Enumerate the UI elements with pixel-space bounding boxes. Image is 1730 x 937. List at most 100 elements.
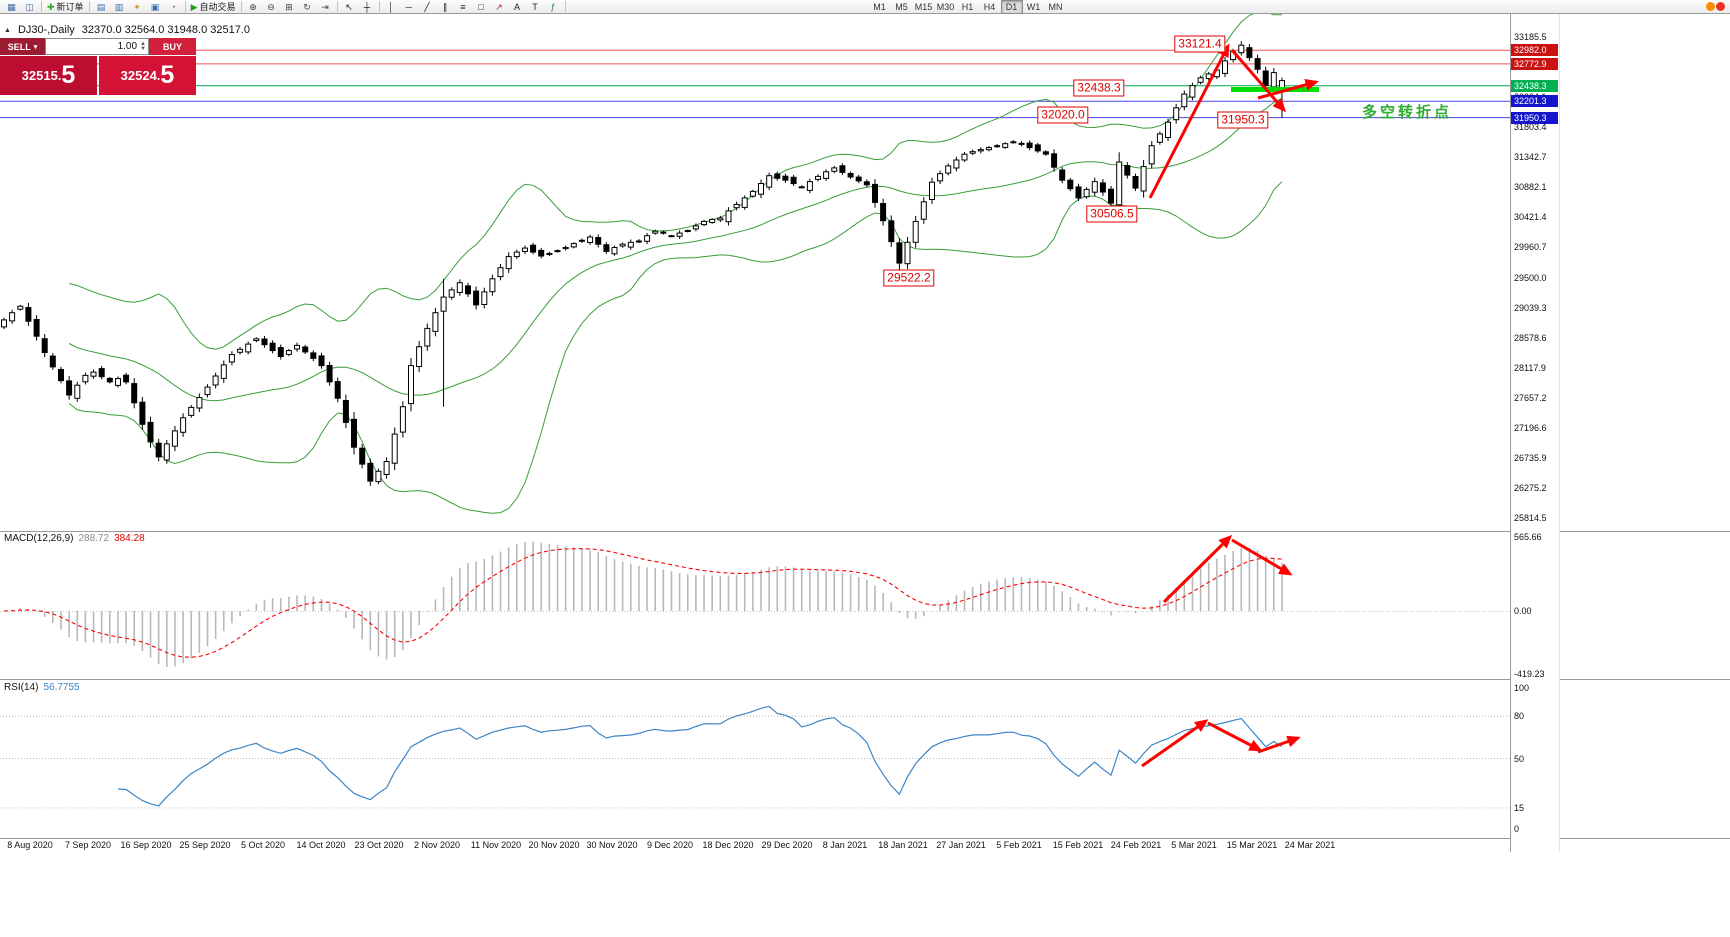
price-callout[interactable]: 30506.5 bbox=[1086, 205, 1138, 223]
notification-badge-red[interactable] bbox=[1716, 2, 1725, 11]
chart-shift-icon: ⇥ bbox=[321, 1, 329, 12]
price-callout[interactable]: 32438.3 bbox=[1073, 79, 1125, 97]
new-chart-button[interactable]: ▦ bbox=[3, 0, 20, 14]
sell-button[interactable]: SELL ▾ bbox=[0, 38, 45, 55]
time-axis[interactable]: 8 Aug 2020 7 Sep 2020 16 Sep 2020 25 Sep 20… bbox=[0, 840, 1510, 852]
price-callout[interactable]: 33121.4 bbox=[1174, 35, 1226, 53]
y-axis-label: 29039.3 bbox=[1514, 303, 1547, 313]
trendline-button[interactable]: ╱ bbox=[419, 0, 436, 14]
rsi-axis-label: 0 bbox=[1514, 824, 1520, 834]
channel-icon: ∥ bbox=[442, 1, 448, 12]
x-axis-label: 18 Dec 2020 bbox=[702, 840, 754, 850]
x-axis-label: 24 Feb 2021 bbox=[1110, 840, 1162, 850]
price-tag: 32438.3 bbox=[1511, 80, 1558, 92]
rsi-axis-label: 80 bbox=[1514, 711, 1525, 721]
crosshair-button[interactable]: ┼ bbox=[359, 0, 376, 14]
zoom-out-button[interactable]: ⊖ bbox=[263, 0, 280, 14]
auto-scroll-button[interactable]: ↻ bbox=[299, 0, 316, 14]
macd-signal-value: 384.28 bbox=[114, 533, 145, 544]
x-axis-label: 16 Sep 2020 bbox=[120, 840, 172, 850]
zoom-out-icon: ⊖ bbox=[267, 1, 275, 12]
timeframe-h1[interactable]: H1 bbox=[961, 1, 974, 12]
chart-canvas[interactable] bbox=[0, 14, 1730, 852]
fibonacci-button[interactable]: ≡ bbox=[455, 0, 472, 14]
zoom-in-icon: ⊕ bbox=[249, 1, 257, 12]
chart-title-bar: ▲ DJ30-,Daily 32370.0 32564.0 31948.0 32… bbox=[4, 24, 250, 36]
timeframe-m30[interactable]: M30 bbox=[936, 1, 955, 12]
sell-button-label: SELL bbox=[7, 41, 31, 52]
auto-trading-icon: ▶ bbox=[190, 1, 198, 12]
rsi-axis-label: 15 bbox=[1514, 803, 1525, 813]
price-tag: 32982.0 bbox=[1511, 44, 1558, 56]
price-callout[interactable]: 31950.3 bbox=[1217, 111, 1269, 129]
toolbar-separator bbox=[564, 1, 566, 12]
buy-button-label: BUY bbox=[162, 41, 182, 52]
zoom-in-button[interactable]: ⊕ bbox=[245, 0, 262, 14]
new-order-label: 新订单 bbox=[56, 1, 84, 12]
toolbar-separator bbox=[41, 1, 42, 12]
volume-up-icon[interactable]: ▲ bbox=[140, 40, 146, 47]
y-axis-label: 28117.9 bbox=[1514, 363, 1546, 373]
new-order-button[interactable]: ✚ 新订单 bbox=[45, 0, 86, 14]
x-axis-label: 27 Jan 2021 bbox=[936, 840, 986, 850]
cursor-icon: ↖ bbox=[345, 1, 353, 12]
y-axis-label: 27196.6 bbox=[1514, 423, 1547, 433]
timeframe-m15[interactable]: M15 bbox=[914, 1, 933, 12]
horizontal-line-icon: ─ bbox=[405, 1, 413, 12]
horizontal-line-button[interactable]: ─ bbox=[401, 0, 418, 14]
market-watch-icon: ▤ bbox=[96, 1, 106, 12]
x-axis-label: 9 Dec 2020 bbox=[646, 840, 694, 850]
timeframe-m1[interactable]: M1 bbox=[873, 1, 886, 12]
indicators-button[interactable]: ƒ bbox=[545, 0, 562, 14]
y-axis-label: 33185.5 bbox=[1514, 32, 1547, 42]
fibonacci-icon: ≡ bbox=[460, 1, 466, 12]
y-axis-label: 28578.6 bbox=[1514, 333, 1547, 343]
volume-down-icon[interactable]: ▼ bbox=[140, 45, 146, 52]
tile-windows-button[interactable]: ⊞ bbox=[281, 0, 298, 14]
x-axis-label: 2 Nov 2020 bbox=[413, 840, 461, 850]
timeframe-m5[interactable]: M5 bbox=[895, 1, 908, 12]
x-axis-label: 15 Mar 2021 bbox=[1226, 840, 1278, 850]
arrows-tool-button[interactable]: ↗ bbox=[491, 0, 508, 14]
rsi-value: 56.7755 bbox=[43, 682, 80, 693]
terminal-button[interactable]: ▣ bbox=[147, 0, 164, 14]
y-axis-label: 26275.2 bbox=[1514, 483, 1547, 493]
trendline-icon: ╱ bbox=[424, 1, 430, 12]
price-callout[interactable]: 29522.2 bbox=[883, 269, 935, 287]
x-axis-label: 5 Feb 2021 bbox=[996, 840, 1042, 850]
chinese-annotation[interactable]: 多空转折点 bbox=[1362, 104, 1453, 121]
text-button[interactable]: A bbox=[509, 0, 526, 14]
navigator-button[interactable]: ✦ bbox=[129, 0, 146, 14]
market-watch-button[interactable]: ▤ bbox=[93, 0, 110, 14]
buy-button[interactable]: BUY bbox=[149, 38, 196, 55]
channel-button[interactable]: ∥ bbox=[437, 0, 454, 14]
timeframe-d1[interactable]: D1 bbox=[1000, 0, 1023, 14]
notification-badge-orange[interactable] bbox=[1706, 2, 1715, 11]
cursor-button[interactable]: ↖ bbox=[341, 0, 358, 14]
symbol-name: DJ30-,Daily bbox=[17, 24, 75, 36]
auto-trading-button[interactable]: ▶ 自动交易 bbox=[189, 0, 238, 14]
macd-axis-label: 565.66 bbox=[1514, 532, 1542, 542]
price-callout[interactable]: 32020.0 bbox=[1037, 106, 1089, 124]
price-axis[interactable]: 33185.532724.832264.131803.431342.730882… bbox=[1511, 14, 1559, 852]
y-axis-label: 30421.4 bbox=[1514, 212, 1547, 222]
vertical-line-icon: │ bbox=[388, 1, 394, 12]
y-axis-label: 31342.7 bbox=[1514, 152, 1547, 162]
chart-shift-button[interactable]: ⇥ bbox=[317, 0, 334, 14]
sell-price[interactable]: 32515. 5 bbox=[0, 56, 97, 95]
buy-price[interactable]: 32524. 5 bbox=[99, 56, 196, 95]
timeframe-mn[interactable]: MN bbox=[1048, 1, 1063, 12]
text-label-button[interactable]: T bbox=[527, 0, 544, 14]
x-axis-label: 15 Feb 2021 bbox=[1052, 840, 1104, 850]
chart-profiles-button[interactable]: ◫ bbox=[21, 0, 38, 14]
vertical-line-button[interactable]: │ bbox=[383, 0, 400, 14]
timeframe-h4[interactable]: H4 bbox=[983, 1, 996, 12]
x-axis-label: 18 Jan 2021 bbox=[878, 840, 928, 850]
volume-input[interactable]: 1.00 ▲ ▼ bbox=[45, 38, 149, 55]
shapes-button[interactable]: □ bbox=[473, 0, 490, 14]
strategy-tester-button[interactable]: ◔ bbox=[165, 0, 182, 14]
timeframe-w1[interactable]: W1 bbox=[1026, 1, 1041, 12]
data-window-button[interactable]: ▥ bbox=[111, 0, 128, 14]
rsi-label: RSI(14) bbox=[4, 682, 39, 693]
strategy-tester-icon: ◔ bbox=[170, 1, 176, 12]
